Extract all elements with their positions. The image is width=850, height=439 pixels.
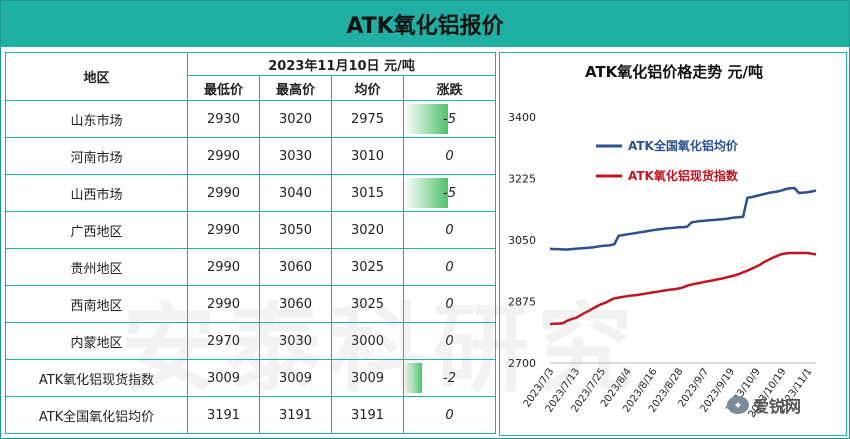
y-tick-label: 3400 — [508, 111, 536, 124]
avg-price-cell: 3025 — [331, 248, 404, 286]
region-cell: 山东市场 — [5, 100, 188, 138]
series-line-0 — [549, 186, 817, 251]
high-price-cell: 3020 — [259, 100, 332, 138]
low-price-cell: 2990 — [187, 174, 260, 212]
change-cell: -5 — [402, 174, 497, 212]
low-price-cell: 2930 — [187, 100, 260, 138]
report-title: ATK氧化铝报价 — [1, 1, 849, 47]
table-row: 山西市场 2990 3040 3015 -5 — [5, 174, 497, 212]
change-bar — [404, 363, 422, 393]
change-value: -5 — [443, 185, 456, 201]
change-cell: -2 — [402, 359, 497, 397]
avg-price-cell: 3000 — [331, 322, 404, 360]
y-tick-label: 2875 — [508, 296, 536, 309]
change-value: 0 — [445, 259, 454, 275]
table-row: 河南市场 2990 3030 3010 0 — [5, 137, 497, 175]
low-price-cell: 2990 — [187, 248, 260, 286]
avg-price-cell: 3010 — [331, 137, 404, 175]
table-row: 西南地区 2990 3060 3025 0 — [5, 285, 497, 323]
table-row: ATK全国氧化铝均价 3191 3191 3191 0 — [5, 396, 497, 434]
change-value: -2 — [443, 370, 456, 386]
change-value: 0 — [445, 407, 454, 423]
date-header: 2023年11月10日 元/吨 — [186, 52, 497, 76]
column-header-change: 涨跌 — [402, 75, 497, 101]
change-cell: 0 — [402, 137, 497, 175]
y-tick-label: 3225 — [508, 173, 536, 186]
change-cell: 0 — [402, 322, 497, 360]
change-value: 0 — [445, 222, 454, 238]
avg-price-cell: 3009 — [331, 359, 404, 397]
region-cell: ATK全国氧化铝均价 — [5, 396, 188, 434]
avg-price-cell: 3020 — [331, 211, 404, 249]
column-header-high: 最高价 — [259, 75, 332, 101]
legend-label-1: ATK氧化铝现货指数 — [628, 168, 739, 183]
low-price-cell: 3191 — [187, 396, 260, 434]
change-value: 0 — [445, 296, 454, 312]
change-value: 0 — [445, 333, 454, 349]
table-row: 山东市场 2930 3020 2975 -5 — [5, 100, 497, 138]
region-cell: 河南市场 — [5, 137, 188, 175]
high-price-cell: 3060 — [259, 248, 332, 286]
low-price-cell: 3009 — [187, 359, 260, 397]
high-price-cell: 3009 — [259, 359, 332, 397]
change-cell: -5 — [402, 100, 497, 138]
logo-text: 爱锐网 — [753, 397, 802, 416]
column-header-low: 最低价 — [187, 75, 260, 101]
table-row: 内蒙地区 2970 3030 3000 0 — [5, 322, 497, 360]
legend-label-0: ATK全国氧化铝均价 — [628, 138, 739, 153]
trend-chart: 270028753050322534002023/7/32023/7/13202… — [508, 111, 817, 420]
avg-price-cell: 3191 — [331, 396, 404, 434]
wechat-icon: ✦ — [727, 396, 749, 414]
avg-price-cell: 2975 — [331, 100, 404, 138]
logo: ✦ 爱锐网 — [727, 393, 801, 417]
low-price-cell: 2990 — [187, 285, 260, 323]
change-cell: 0 — [402, 248, 497, 286]
change-value: 0 — [445, 148, 454, 164]
trend-chart-panel: ATK氧化铝价格走势 元/吨 2700 2875 3050 3225 3400 2023/… — [499, 52, 847, 436]
change-cell: 0 — [402, 396, 497, 434]
region-cell: 贵州地区 — [5, 248, 188, 286]
low-price-cell: 2970 — [187, 322, 260, 360]
table-row: ATK氧化铝现货指数 3009 3009 3009 -2 — [5, 359, 497, 397]
change-cell: 0 — [402, 211, 497, 249]
change-bar — [404, 178, 448, 208]
table-body: 山东市场 2930 3020 2975 -5 河南市场 2990 3030 3010 0 山西市场 2… — [5, 100, 497, 434]
y-tick-label: 3050 — [508, 234, 536, 247]
high-price-cell: 3191 — [259, 396, 332, 434]
y-tick-label: 2700 — [508, 357, 536, 370]
region-cell: 西南地区 — [5, 285, 188, 323]
low-price-cell: 2990 — [187, 137, 260, 175]
table-row: 广西地区 2990 3050 3020 0 — [5, 211, 497, 249]
high-price-cell: 3050 — [259, 211, 332, 249]
change-cell: 0 — [402, 285, 497, 323]
region-cell: ATK氧化铝现货指数 — [5, 359, 188, 397]
high-price-cell: 3030 — [259, 322, 332, 360]
high-price-cell: 3030 — [259, 137, 332, 175]
avg-price-cell: 3025 — [331, 285, 404, 323]
table-row: 贵州地区 2990 3060 3025 0 — [5, 248, 497, 286]
high-price-cell: 3060 — [259, 285, 332, 323]
price-table-wrap: 地区 2023年11月10日 元/吨 最低价 最高价 均价 涨跌 山东市场 293… — [5, 52, 497, 436]
change-bar — [404, 104, 448, 134]
low-price-cell: 2990 — [187, 211, 260, 249]
region-cell: 内蒙地区 — [5, 322, 188, 360]
region-cell: 山西市场 — [5, 174, 188, 212]
region-cell: 广西地区 — [5, 211, 188, 249]
column-header-avg: 均价 — [331, 75, 404, 101]
avg-price-cell: 3015 — [331, 174, 404, 212]
region-header: 地区 — [5, 52, 188, 101]
series-line-1 — [549, 251, 817, 326]
price-table: 地区 2023年11月10日 元/吨 最低价 最高价 均价 涨跌 山东市场 293… — [5, 52, 497, 434]
high-price-cell: 3040 — [259, 174, 332, 212]
chart-title: ATK氧化铝价格走势 元/吨 — [584, 63, 763, 81]
change-value: -5 — [443, 111, 456, 127]
